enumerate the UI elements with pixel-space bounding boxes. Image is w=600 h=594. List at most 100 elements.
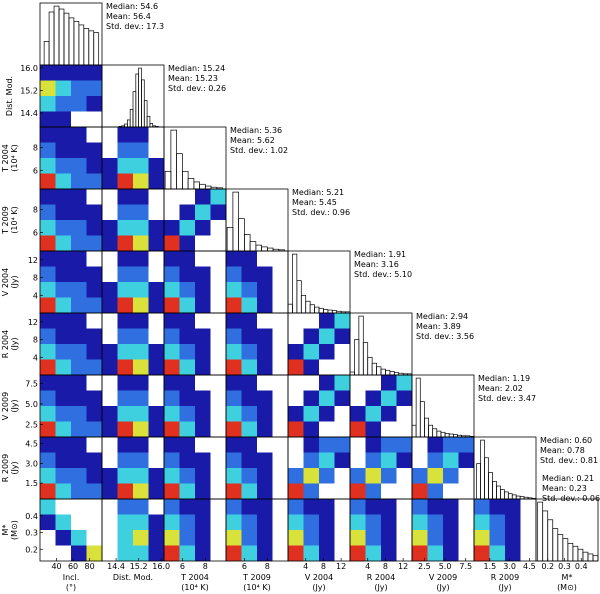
density-cell	[319, 545, 335, 562]
density-cell	[210, 406, 227, 422]
density-cell	[288, 313, 304, 329]
hist-bar	[238, 218, 245, 252]
stat-text: Median: 54.6	[106, 2, 158, 11]
density-cell	[40, 406, 56, 422]
x-axis-label: Incl.	[63, 573, 80, 582]
density-cell	[303, 545, 320, 562]
density-cell	[350, 530, 366, 546]
density-cell	[55, 220, 72, 236]
hist-bar	[500, 489, 505, 500]
density-cell	[195, 297, 211, 314]
density-cell	[210, 452, 227, 469]
density-cell	[86, 499, 103, 515]
density-cell	[133, 406, 149, 422]
density-cell	[71, 530, 87, 546]
density-cell	[381, 437, 397, 453]
x-tick-label: 16.0	[152, 562, 170, 571]
density-cell	[133, 468, 149, 484]
hist-bar	[371, 362, 377, 376]
density-cell	[226, 375, 242, 391]
density-cell	[164, 514, 180, 531]
density-cell	[179, 204, 196, 221]
density-cell	[71, 328, 87, 345]
density-cell	[71, 142, 87, 159]
hist-bar	[537, 501, 544, 562]
density-cell	[288, 437, 304, 453]
density-cell	[241, 251, 258, 267]
density-cell	[102, 530, 118, 546]
density-cell	[226, 390, 242, 407]
hist-bar	[292, 253, 298, 314]
density-cell	[458, 499, 475, 515]
y-tick-label: 8	[33, 144, 38, 153]
density-cell	[179, 483, 196, 500]
hist-bar	[146, 116, 151, 128]
density-cell	[412, 452, 428, 469]
hist-bar	[376, 366, 382, 376]
stat-text: Median: 5.21	[292, 188, 344, 197]
density-cell	[102, 313, 118, 329]
density-cell	[117, 235, 134, 252]
density-cell	[148, 313, 165, 329]
density-cell	[55, 437, 72, 453]
density-cell	[303, 313, 320, 329]
density-cell	[303, 437, 320, 453]
hist-bar	[164, 170, 172, 190]
x-tick-label: 2.5	[418, 562, 431, 571]
density-cell	[86, 65, 103, 81]
density-cell	[40, 344, 56, 360]
panel-frame	[163, 126, 227, 190]
x-axis-label: (10⁴ K)	[181, 583, 208, 592]
y-tick-label: 6	[33, 229, 38, 238]
density-cell	[133, 235, 149, 252]
density-cell	[164, 375, 180, 391]
density-cell	[133, 344, 149, 360]
stat-text: Mean: 0.78	[540, 446, 585, 455]
density-cell	[117, 204, 134, 221]
density-cell	[148, 282, 165, 298]
stat-text: Median: 1.91	[354, 250, 406, 259]
density-cell	[148, 266, 165, 283]
density-cell	[241, 359, 258, 376]
density-cell	[86, 452, 103, 469]
x-tick-label: 8	[265, 562, 270, 571]
density-cell	[288, 452, 304, 469]
y-tick-label: 5.0	[25, 400, 38, 409]
density-cell	[55, 266, 72, 283]
density-cell	[71, 313, 87, 329]
density-cell	[71, 297, 87, 314]
y-axis-label: (M⊙)	[10, 520, 19, 540]
hist-bar	[511, 494, 517, 500]
density-cell	[288, 390, 304, 407]
density-cell	[257, 344, 273, 360]
density-cell	[148, 406, 165, 422]
density-cell	[334, 359, 351, 376]
x-axis-label: R 2009	[491, 573, 519, 582]
density-cell	[443, 468, 459, 484]
density-cell	[365, 421, 382, 438]
panel-frame	[411, 374, 475, 438]
density-cell	[179, 220, 196, 236]
density-cell	[55, 406, 72, 422]
density-cell	[334, 545, 351, 562]
density-cell	[86, 530, 103, 546]
density-cell	[195, 282, 211, 298]
hist-bar	[552, 528, 559, 562]
x-tick-label: 15.2	[130, 562, 148, 571]
density-cell	[226, 313, 242, 329]
stat-text: Std. dev.: 1.02	[230, 146, 288, 155]
density-cell	[195, 406, 211, 422]
density-cell	[195, 452, 211, 469]
density-cell	[381, 452, 397, 469]
density-cell	[133, 483, 149, 500]
hist-bar	[362, 342, 369, 376]
x-axis-label: R 2004	[367, 573, 395, 582]
density-cell	[117, 468, 134, 484]
density-cell	[257, 390, 273, 407]
density-cell	[319, 452, 335, 469]
density-cell	[272, 359, 289, 376]
density-cell	[40, 514, 56, 531]
density-cell	[412, 483, 428, 500]
density-cell	[443, 452, 459, 469]
density-cell	[86, 328, 103, 345]
